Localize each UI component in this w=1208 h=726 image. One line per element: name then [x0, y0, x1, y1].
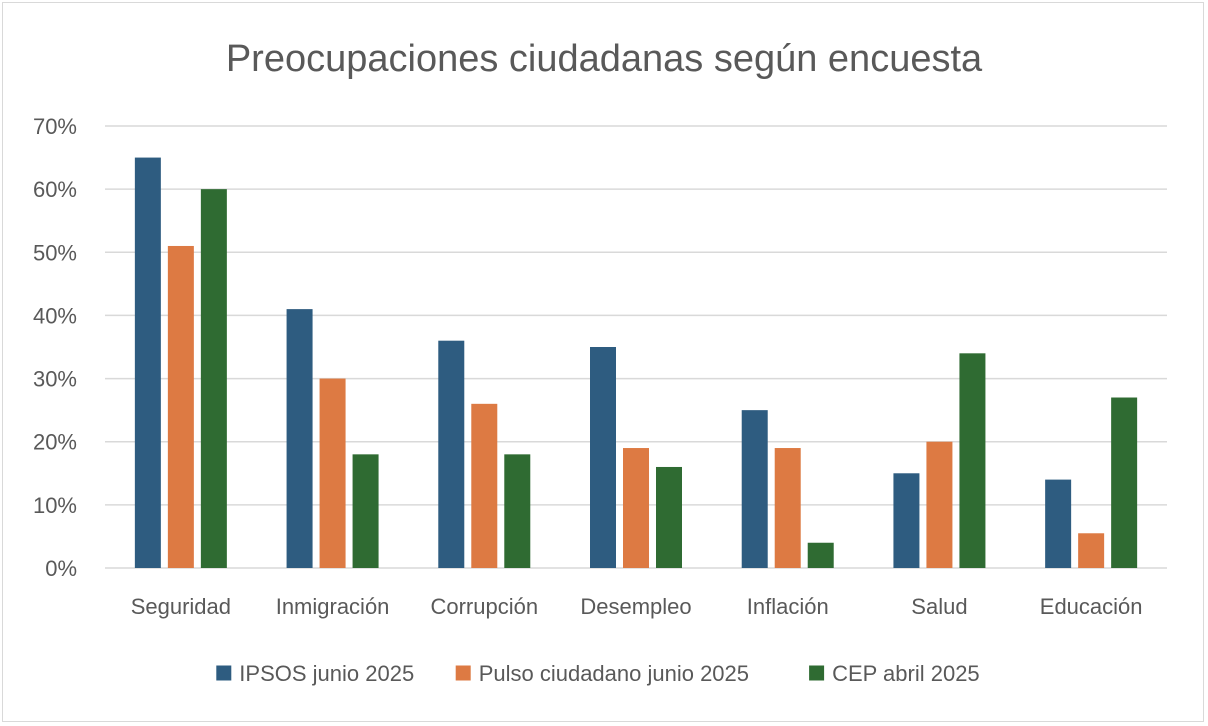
x-category-label: Educación [1040, 594, 1143, 619]
bar [471, 403, 498, 568]
legend-swatch [455, 665, 471, 681]
bar [1078, 533, 1105, 568]
y-tick-label: 70% [33, 114, 77, 139]
bar [352, 454, 379, 568]
bar [741, 410, 768, 568]
chart-title: Preocupaciones ciudadanas según encuesta [226, 38, 983, 80]
bar [286, 309, 313, 568]
x-category-label: Inflación [747, 594, 829, 619]
bar [200, 189, 227, 568]
legend-label: CEP abril 2025 [832, 661, 980, 686]
bar [319, 378, 346, 568]
bar [774, 448, 801, 568]
gridlines [105, 125, 1167, 569]
legend-swatch [809, 665, 825, 681]
bar [807, 542, 834, 568]
y-tick-label: 10% [33, 493, 77, 518]
bar [1045, 479, 1072, 568]
y-tick-label: 30% [33, 367, 77, 392]
x-category-label: Seguridad [131, 594, 231, 619]
bar [893, 473, 920, 568]
x-category-label: Salud [911, 594, 967, 619]
bar [134, 157, 161, 569]
legend-swatch [216, 665, 232, 681]
bar [1111, 397, 1138, 568]
y-axis-ticks: 0% 10% 20% 30% 40% 50% 60% 70% [33, 114, 77, 581]
legend-label: Pulso ciudadano junio 2025 [479, 661, 749, 686]
legend: IPSOS junio 2025 Pulso ciudadano junio 20… [216, 661, 980, 686]
bars [134, 157, 1138, 569]
y-tick-label: 40% [33, 303, 77, 328]
y-tick-label: 0% [45, 556, 77, 581]
bar [167, 245, 194, 568]
x-axis-categories: Seguridad Inmigración Corrupción Desempleo I… [131, 594, 1143, 619]
y-tick-label: 60% [33, 177, 77, 202]
x-category-label: Corrupción [430, 594, 538, 619]
bar [623, 448, 649, 568]
bar [656, 466, 682, 568]
legend-label: IPSOS junio 2025 [239, 661, 414, 686]
bar [926, 441, 953, 568]
x-category-label: Desempleo [580, 594, 691, 619]
y-tick-label: 50% [33, 240, 77, 265]
y-tick-label: 20% [33, 430, 77, 455]
x-category-label: Inmigración [276, 594, 390, 619]
bar [959, 353, 986, 568]
bar [438, 340, 465, 568]
bar [504, 454, 531, 568]
bar [590, 347, 616, 568]
